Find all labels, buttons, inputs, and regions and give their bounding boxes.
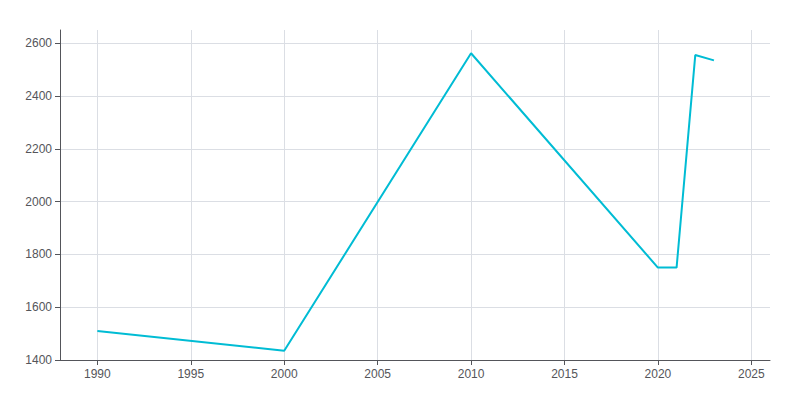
svg-text:2200: 2200 <box>25 142 52 156</box>
svg-text:1600: 1600 <box>25 300 52 314</box>
svg-text:2600: 2600 <box>25 36 52 50</box>
svg-text:2015: 2015 <box>551 367 578 381</box>
svg-text:1400: 1400 <box>25 353 52 367</box>
svg-text:2005: 2005 <box>364 367 391 381</box>
svg-text:1995: 1995 <box>177 367 204 381</box>
svg-text:2010: 2010 <box>458 367 485 381</box>
svg-text:2000: 2000 <box>25 195 52 209</box>
svg-text:1990: 1990 <box>84 367 111 381</box>
svg-text:2400: 2400 <box>25 89 52 103</box>
svg-text:2000: 2000 <box>271 367 298 381</box>
svg-text:2020: 2020 <box>645 367 672 381</box>
svg-text:1800: 1800 <box>25 247 52 261</box>
svg-text:2025: 2025 <box>738 367 765 381</box>
